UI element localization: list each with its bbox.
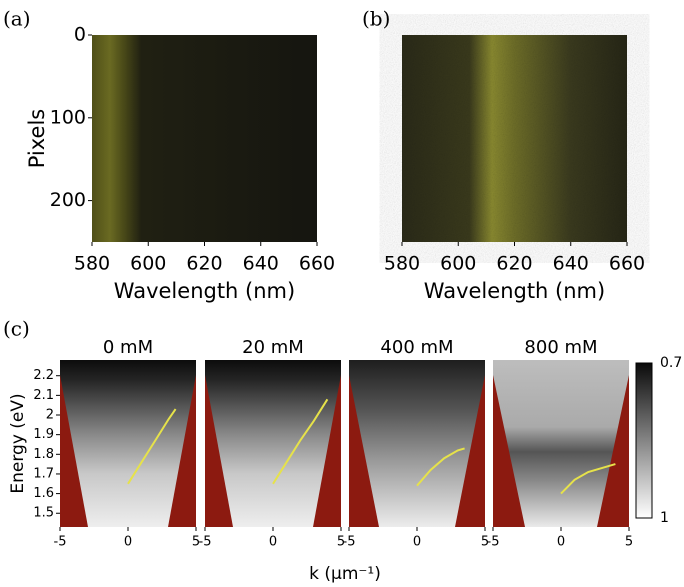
mask-left bbox=[60, 375, 88, 527]
mask-right bbox=[597, 375, 629, 527]
y-axis-label: Pixels bbox=[25, 109, 49, 169]
mask-left bbox=[493, 375, 525, 527]
colorbar-label: 1 bbox=[660, 510, 669, 526]
panel-title: 20 mM bbox=[242, 337, 304, 358]
y-tick-label: 2.2 bbox=[33, 368, 54, 383]
image-plot bbox=[92, 35, 317, 242]
colorbar bbox=[635, 362, 653, 519]
x-tick-label: 5 bbox=[192, 535, 200, 550]
colorbar-label: 0.7 bbox=[660, 355, 682, 371]
x-tick-label: -5 bbox=[54, 535, 67, 550]
dispersion-curve bbox=[560, 463, 616, 495]
y-tick-label: 1.9 bbox=[33, 427, 54, 442]
x-tick-label: 640 bbox=[553, 253, 589, 275]
x-tick-label: 620 bbox=[496, 253, 532, 275]
mask-left bbox=[205, 375, 233, 527]
y-tick-label: 1.7 bbox=[33, 466, 54, 481]
x-tick-label: 600 bbox=[440, 253, 476, 275]
dispersion-curve bbox=[416, 447, 465, 487]
x-tick-label: -5 bbox=[343, 535, 356, 550]
y-tick-label: 100 bbox=[50, 106, 86, 128]
x-tick-label: 580 bbox=[384, 253, 420, 275]
panel-label: (b) bbox=[362, 7, 390, 31]
x-tick-label: 5 bbox=[337, 535, 345, 550]
mask-right bbox=[168, 375, 196, 527]
y-tick-label: 2 bbox=[46, 408, 54, 423]
dispersion-curve bbox=[272, 398, 329, 485]
x-tick-label: -5 bbox=[487, 535, 500, 550]
x-tick-label: 0 bbox=[557, 535, 565, 550]
x-tick-label: 5 bbox=[481, 535, 489, 550]
x-tick-label: 640 bbox=[243, 253, 279, 275]
x-axis-label: Wavelength (nm) bbox=[114, 279, 295, 303]
x-axis-label: k (μm⁻¹) bbox=[309, 564, 381, 584]
y-tick-label: 2.1 bbox=[33, 388, 54, 403]
panel-label: (a) bbox=[3, 7, 31, 31]
dispersion-curve bbox=[127, 408, 177, 485]
panel-title: 800 mM bbox=[524, 337, 597, 358]
x-tick-label: 5 bbox=[625, 535, 633, 550]
x-tick-label: 660 bbox=[609, 253, 645, 275]
x-tick-label: 580 bbox=[74, 253, 110, 275]
x-axis-label: Wavelength (nm) bbox=[424, 279, 605, 303]
panel-label: (c) bbox=[3, 317, 30, 341]
panel-title: 0 mM bbox=[103, 337, 153, 358]
x-tick-label: 0 bbox=[269, 535, 277, 550]
x-tick-label: 600 bbox=[130, 253, 166, 275]
y-tick-label: 1.5 bbox=[33, 506, 54, 521]
y-axis-label: Energy (eV) bbox=[8, 393, 28, 493]
x-tick-label: 660 bbox=[299, 253, 335, 275]
x-tick-label: 0 bbox=[124, 535, 132, 550]
y-tick-label: 0 bbox=[74, 24, 86, 46]
y-tick-label: 1.6 bbox=[33, 486, 54, 501]
x-tick-label: -5 bbox=[199, 535, 212, 550]
y-tick-label: 1.8 bbox=[33, 447, 54, 462]
x-tick-label: 0 bbox=[413, 535, 421, 550]
y-tick-label: 200 bbox=[50, 189, 86, 211]
noise bbox=[402, 35, 627, 242]
x-tick-label: 620 bbox=[186, 253, 222, 275]
mask-left bbox=[349, 375, 379, 527]
panel-title: 400 mM bbox=[380, 337, 453, 358]
mask-right bbox=[313, 375, 341, 527]
mask-right bbox=[455, 375, 485, 527]
